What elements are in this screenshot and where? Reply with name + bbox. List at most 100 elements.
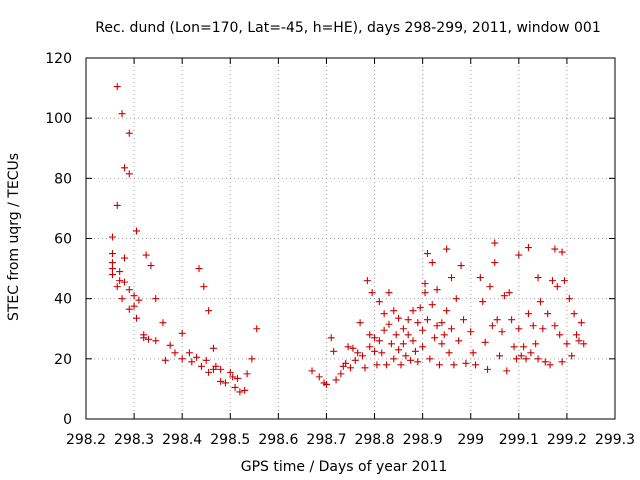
data-point [515,325,523,333]
data-point [380,326,388,334]
data-point [356,319,364,327]
data-point [423,250,431,258]
data-point [558,248,566,256]
data-point [113,83,121,91]
data-point [561,277,569,285]
data-point [505,289,513,297]
data-point [426,355,434,363]
data-point [347,364,354,372]
x-tick-label: 299.3 [595,432,635,448]
y-tick-label: 80 [54,171,72,187]
data-point [479,298,487,306]
data-point [125,129,133,137]
y-tick-label: 60 [54,232,72,248]
data-point [508,316,516,324]
data-point [226,368,234,376]
data-point [113,201,121,209]
data-point [481,338,489,346]
data-point [205,307,213,315]
data-point [125,286,133,294]
data-point [315,373,323,381]
x-axis-label: GPS time / Days of year 2011 [241,459,448,475]
data-point [344,343,352,351]
data-point [209,344,217,352]
data-point [419,343,427,351]
chart-title: Rec. dund (Lon=170, Lat=-45, h=HE), days… [95,20,601,36]
data-point [120,254,128,262]
data-point [551,322,559,330]
data-point [366,343,374,351]
data-point [447,325,455,333]
data-point [202,356,210,364]
data-point [236,388,244,396]
data-point [118,295,126,303]
data-point [217,365,225,373]
x-tick-label: 298.6 [258,432,298,448]
data-point [414,358,422,366]
data-point [399,340,407,348]
data-point [330,347,338,355]
data-point [221,379,229,387]
y-tick-label: 0 [63,412,72,428]
data-point [469,349,477,357]
data-point [185,349,193,357]
data-point [496,352,504,360]
data-point [145,335,153,343]
data-point [472,361,480,369]
data-point [491,259,499,267]
data-point [520,343,528,351]
data-point [524,244,532,252]
data-point [541,358,549,366]
data-point [565,295,573,303]
data-point [125,170,133,178]
data-point [327,334,335,342]
data-point [178,329,186,337]
data-point [544,310,552,318]
data-point [476,274,484,282]
data-point [402,352,410,360]
data-point [404,316,412,324]
data-point [351,356,359,364]
data-point [510,343,518,351]
data-point [484,365,492,373]
data-point [373,361,381,369]
data-point [433,286,441,294]
y-tick-label: 120 [45,51,72,67]
data-point [443,307,451,315]
data-point [140,334,148,342]
data-point [539,325,547,333]
x-tick-label: 298.7 [306,432,346,448]
data-point [205,368,213,376]
data-point [534,274,542,282]
data-point [553,283,561,291]
data-point [108,259,116,267]
x-tick-label: 298.4 [162,432,202,448]
data-point [392,331,400,339]
data-point [438,319,446,327]
data-point [404,331,412,339]
data-point [253,325,261,333]
data-point [366,331,374,339]
x-tick-label: 299 [457,432,484,448]
data-point [332,376,340,384]
data-point [243,370,251,378]
x-tick-label: 298.5 [210,432,250,448]
data-point [375,337,383,345]
data-point [132,227,140,235]
data-point [397,361,405,369]
data-point [120,278,128,286]
data-point [395,314,403,322]
data-point [178,355,186,363]
data-point [161,356,169,364]
y-tick-label: 40 [54,292,72,308]
data-point [200,283,208,291]
data-point [486,283,494,291]
data-point [159,319,167,327]
data-point [548,277,556,285]
y-axis-tick-labels: 0 20 40 60 80 100 120 [45,51,72,428]
data-points [108,83,588,396]
data-point [515,251,523,259]
data-point [147,262,155,270]
data-point [363,277,371,285]
data-point [517,352,525,360]
